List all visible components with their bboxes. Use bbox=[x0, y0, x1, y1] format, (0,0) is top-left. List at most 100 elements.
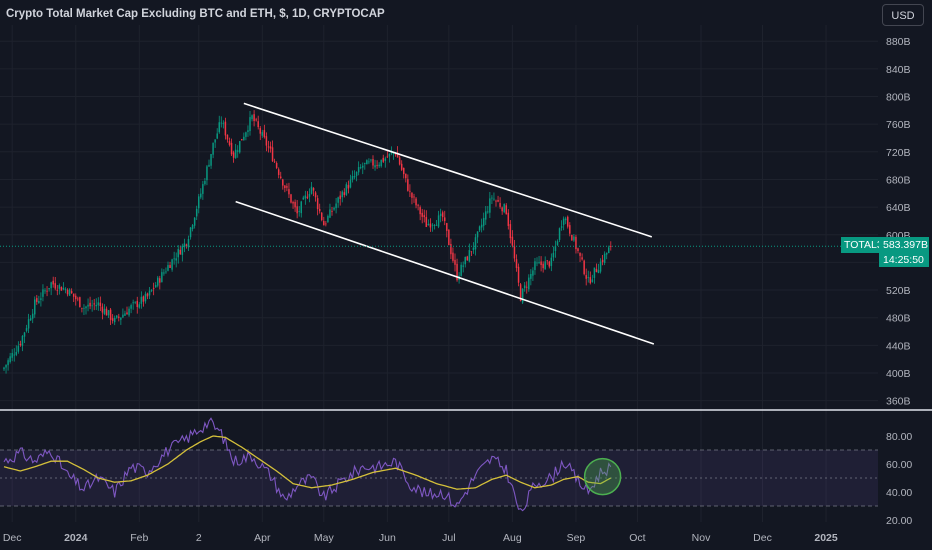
candle-body bbox=[310, 186, 313, 194]
candle-body bbox=[15, 351, 18, 355]
candle-body bbox=[40, 298, 42, 300]
candle-body bbox=[587, 277, 589, 278]
candle-body bbox=[113, 317, 116, 323]
candle-body bbox=[372, 159, 374, 166]
candle-body bbox=[81, 307, 83, 309]
candle-body bbox=[544, 261, 546, 270]
candle-body bbox=[415, 198, 417, 206]
candle-body bbox=[167, 265, 169, 271]
y-axis-tick-label: 400B bbox=[886, 368, 911, 380]
candle-body bbox=[193, 217, 196, 226]
candle-body bbox=[89, 302, 91, 307]
x-axis-tick-label: Jun bbox=[379, 532, 396, 544]
candle-body bbox=[3, 367, 5, 370]
candle-body bbox=[173, 258, 175, 260]
candle-body bbox=[11, 353, 13, 358]
candle-body bbox=[456, 263, 458, 281]
candle-body bbox=[87, 304, 89, 307]
candle-body bbox=[175, 258, 177, 261]
candle-body bbox=[546, 260, 548, 262]
candle-body bbox=[362, 165, 364, 168]
candle-body bbox=[480, 224, 483, 228]
candle-body bbox=[521, 288, 524, 303]
candle-body bbox=[13, 354, 15, 356]
candle-body bbox=[513, 246, 516, 259]
candle-body bbox=[216, 133, 218, 139]
candle-body bbox=[228, 141, 231, 145]
x-axis-tick-label: Apr bbox=[254, 532, 271, 544]
candle-body bbox=[58, 285, 61, 289]
candle-body bbox=[487, 211, 489, 213]
y-axis-tick-label: 760B bbox=[886, 119, 911, 131]
candle-body bbox=[400, 163, 403, 170]
candle-body bbox=[189, 227, 192, 238]
candle-body bbox=[226, 134, 229, 140]
candle-body bbox=[589, 277, 592, 284]
candle-body bbox=[478, 226, 481, 231]
candle-body bbox=[277, 169, 280, 175]
candle-body bbox=[380, 159, 382, 167]
candle-body bbox=[353, 176, 356, 178]
candle-body bbox=[52, 280, 54, 285]
candle-body bbox=[591, 279, 594, 282]
y-axis-tick-label: 520B bbox=[886, 285, 911, 297]
candle-body bbox=[280, 176, 282, 179]
candle-body bbox=[392, 152, 395, 154]
candle-body bbox=[79, 297, 81, 308]
candle-body bbox=[536, 262, 538, 264]
rsi-axis-tick-label: 40.00 bbox=[886, 487, 912, 499]
candle-body bbox=[599, 261, 602, 272]
candle-body bbox=[493, 198, 495, 200]
candle-body bbox=[429, 223, 432, 228]
rsi-highlight-circle bbox=[583, 457, 622, 496]
candle-body bbox=[50, 282, 52, 289]
candle-body bbox=[109, 309, 112, 320]
candle-body bbox=[296, 206, 298, 214]
candle-body bbox=[425, 217, 428, 227]
candle-body bbox=[374, 165, 376, 168]
candle-body bbox=[93, 303, 95, 305]
candle-body bbox=[146, 293, 149, 297]
candle-body bbox=[70, 291, 73, 294]
rsi-ma-line bbox=[3, 435, 612, 490]
candle-body bbox=[306, 196, 309, 199]
candle-body bbox=[562, 218, 565, 225]
candle-body bbox=[103, 308, 106, 314]
candle-body bbox=[302, 197, 305, 200]
x-axis-tick-label: 2 bbox=[196, 532, 202, 544]
price-tag-symbol: TOTAL3 bbox=[841, 237, 886, 253]
candle-body bbox=[474, 237, 477, 250]
rsi-axis-tick-label: 20.00 bbox=[886, 515, 912, 527]
candle-body bbox=[503, 204, 505, 213]
candle-body bbox=[489, 198, 491, 213]
candle-body bbox=[257, 121, 259, 128]
candle-body bbox=[468, 250, 471, 262]
x-axis-tick-label: Feb bbox=[130, 532, 148, 544]
candle-body bbox=[349, 179, 352, 188]
candle-body bbox=[159, 278, 161, 283]
candle-body bbox=[366, 160, 368, 165]
x-axis-tick-label: May bbox=[314, 532, 335, 544]
candle-body bbox=[396, 152, 399, 158]
candle-body bbox=[148, 290, 151, 296]
y-axis-tick-label: 680B bbox=[886, 174, 911, 186]
candle-body bbox=[441, 212, 444, 218]
candle-body bbox=[198, 196, 200, 209]
candle-body bbox=[462, 265, 464, 267]
candle-body bbox=[357, 167, 360, 173]
candle-body bbox=[144, 293, 147, 302]
candle-body bbox=[298, 211, 300, 212]
candle-body bbox=[378, 164, 380, 167]
currency-button[interactable]: USD bbox=[882, 4, 924, 26]
candle-body bbox=[376, 164, 378, 166]
candle-body bbox=[232, 152, 235, 158]
candle-body bbox=[538, 262, 540, 263]
candle-body bbox=[183, 243, 186, 248]
candle-body bbox=[269, 146, 272, 149]
candle-body bbox=[341, 191, 343, 198]
candle-body bbox=[116, 315, 118, 318]
y-axis-tick-label: 800B bbox=[886, 92, 911, 104]
candle-body bbox=[595, 268, 598, 272]
